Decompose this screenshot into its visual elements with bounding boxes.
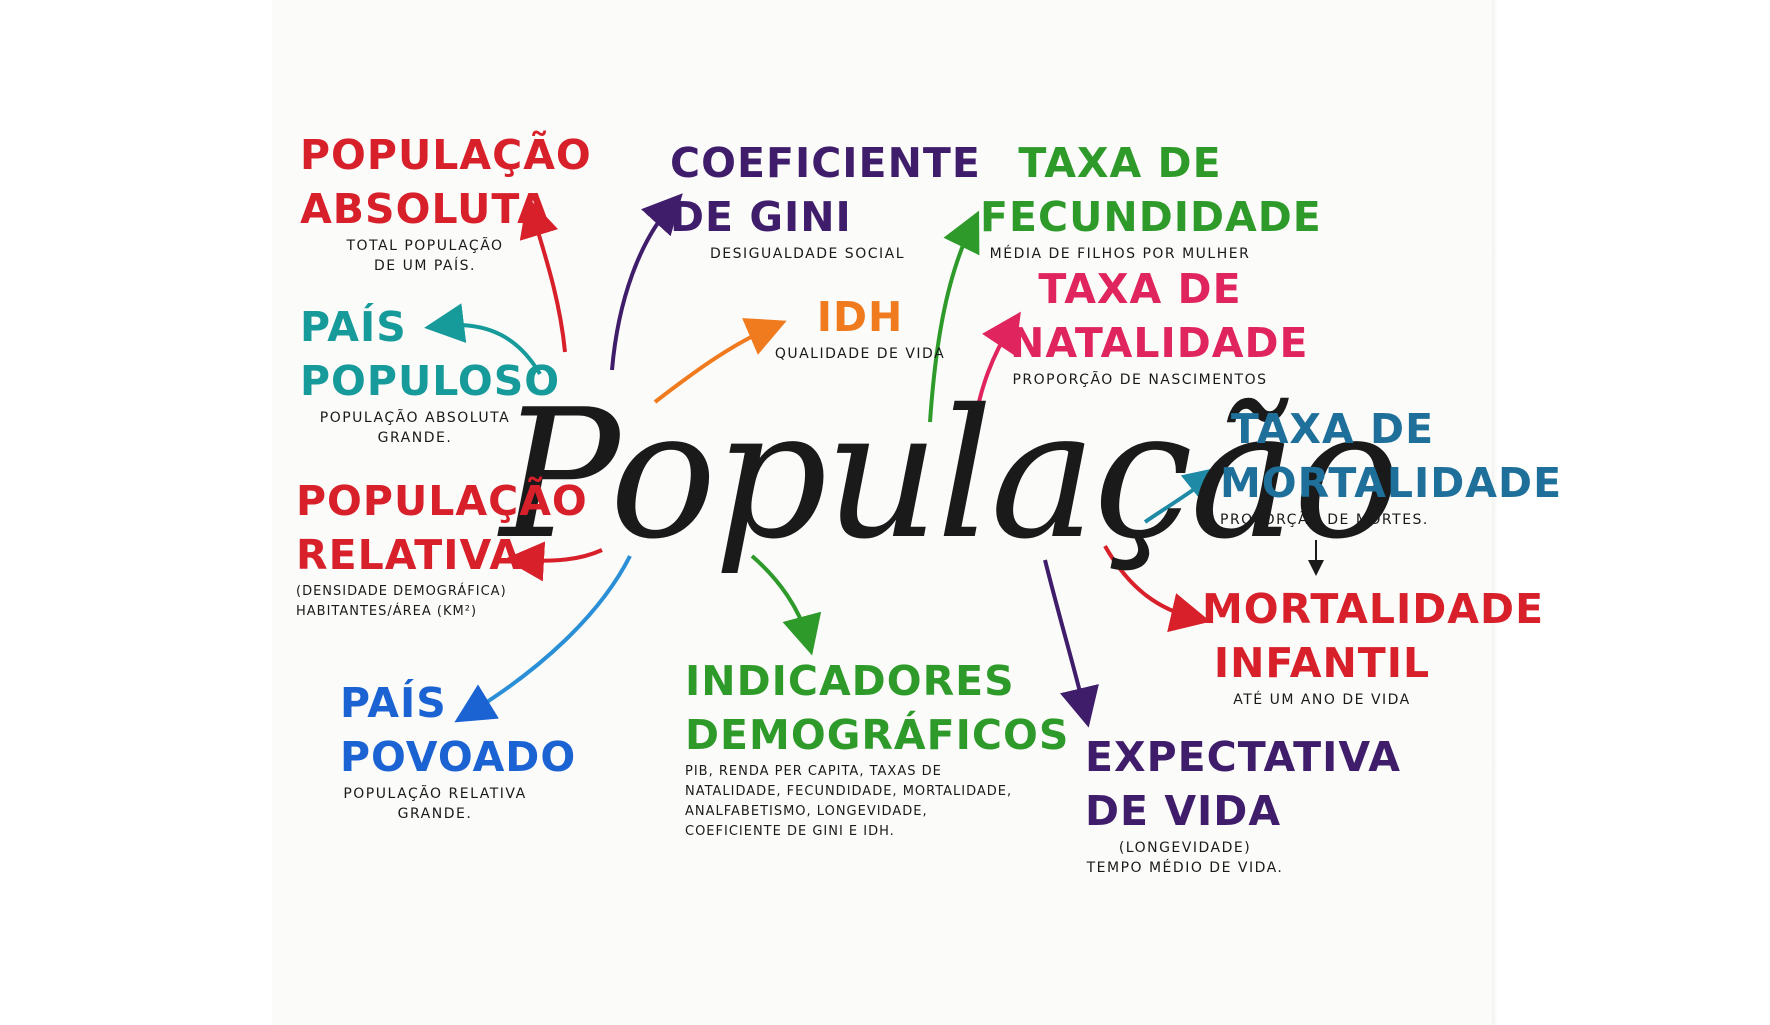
node-taxa-mortalidade: TAXA DE MORTALIDADE PROPORÇÃO DE MORTES. (1220, 402, 1563, 530)
node-title: PAÍS POPULOSO (300, 303, 561, 405)
node-note: QUALIDADE DE VIDA (774, 346, 946, 362)
node-populacao-absoluta: POPULAÇÃO ABSOLUTA TOTAL POPULAÇÃO DE UM… (300, 128, 592, 276)
arrow-to-taxa-fecundidade (928, 210, 980, 423)
arrow-to-idh (653, 318, 787, 404)
node-title: COEFICIENTE DE GINI (670, 139, 981, 241)
node-expectativa-vida: EXPECTATIVA DE VIDA (LONGEVIDADE) TEMPO … (1085, 730, 1401, 878)
node-note: ATÉ UM ANO DE VIDA (1233, 692, 1411, 708)
node-note: PROPORÇÃO DE NASCIMENTOS (1012, 372, 1268, 388)
node-taxa-natalidade: TAXA DE NATALIDADE PROPORÇÃO DE NASCIMEN… (1010, 262, 1309, 390)
arrow-to-pais-povoado (454, 555, 632, 723)
node-pais-populoso: PAÍS POPULOSO POPULAÇÃO ABSOLUTA GRANDE. (300, 300, 561, 448)
arrow-to-populacao-absoluta (519, 196, 567, 353)
node-title: TAXA DE FECUNDIDADE (980, 139, 1322, 241)
node-title: MORTALIDADE INFANTIL (1202, 585, 1545, 687)
paper-edge (1492, 0, 1498, 1025)
node-title: TAXA DE MORTALIDADE (1220, 405, 1563, 507)
arrow-to-pais-populoso (424, 303, 542, 376)
node-title: PAÍS POVOADO (340, 679, 577, 781)
node-idh: IDH QUALIDADE DE VIDA (770, 290, 950, 364)
node-title: TAXA DE NATALIDADE (1010, 265, 1309, 367)
node-pais-povoado: PAÍS POVOADO POPULAÇÃO RELATIVA GRANDE. (340, 676, 577, 824)
node-coeficiente-gini: COEFICIENTE DE GINI DESIGUALDADE SOCIAL (670, 136, 981, 264)
node-title: INDICADORES DEMOGRÁFICOS (685, 657, 1070, 759)
node-note: DESIGUALDADE SOCIAL (710, 246, 905, 262)
node-taxa-fecundidade: TAXA DE FECUNDIDADE MÉDIA DE FILHOS POR … (980, 136, 1322, 264)
paper-sheet (272, 0, 1498, 1025)
node-note: (LONGEVIDADE) TEMPO MÉDIO DE VIDA. (1086, 840, 1284, 876)
arrow-to-coeficiente-gini (610, 193, 683, 371)
arrow-to-expectativa-vida (1043, 559, 1099, 728)
node-note: PIB, RENDA PER CAPITA, TAXAS DE NATALIDA… (685, 764, 1013, 839)
arrow-to-indicadores (750, 554, 822, 656)
node-note: POPULAÇÃO RELATIVA GRANDE. (343, 786, 527, 822)
node-note: PROPORÇÃO DE MORTES. (1220, 512, 1429, 528)
arrow-to-mortalidade-infantil (1103, 545, 1211, 633)
node-note: MÉDIA DE FILHOS POR MULHER (989, 246, 1251, 262)
node-title: EXPECTATIVA DE VIDA (1085, 733, 1401, 835)
node-populacao-relativa: POPULAÇÃO RELATIVA (DENSIDADE DEMOGRÁFIC… (296, 474, 588, 622)
node-note: POPULAÇÃO ABSOLUTA GRANDE. (319, 410, 511, 446)
node-mortalidade-infantil: MORTALIDADE INFANTIL ATÉ UM ANO DE VIDA (1202, 582, 1545, 710)
node-title: POPULAÇÃO RELATIVA (296, 477, 588, 579)
node-note: (DENSIDADE DEMOGRÁFICA) HABITANTES/ÁREA … (296, 584, 507, 619)
central-topic: População (500, 371, 1400, 578)
node-note: TOTAL POPULAÇÃO DE UM PAÍS. (346, 238, 504, 274)
arrow-to-taxa-mortalidade (1143, 466, 1225, 524)
node-title: POPULAÇÃO ABSOLUTA (300, 131, 592, 233)
arrow-to-populacao-relativa (504, 541, 603, 582)
node-title: IDH (816, 293, 904, 341)
node-indicadores: INDICADORES DEMOGRÁFICOS PIB, RENDA PER … (685, 654, 1070, 842)
arrow-to-taxa-natalidade (973, 311, 1021, 423)
